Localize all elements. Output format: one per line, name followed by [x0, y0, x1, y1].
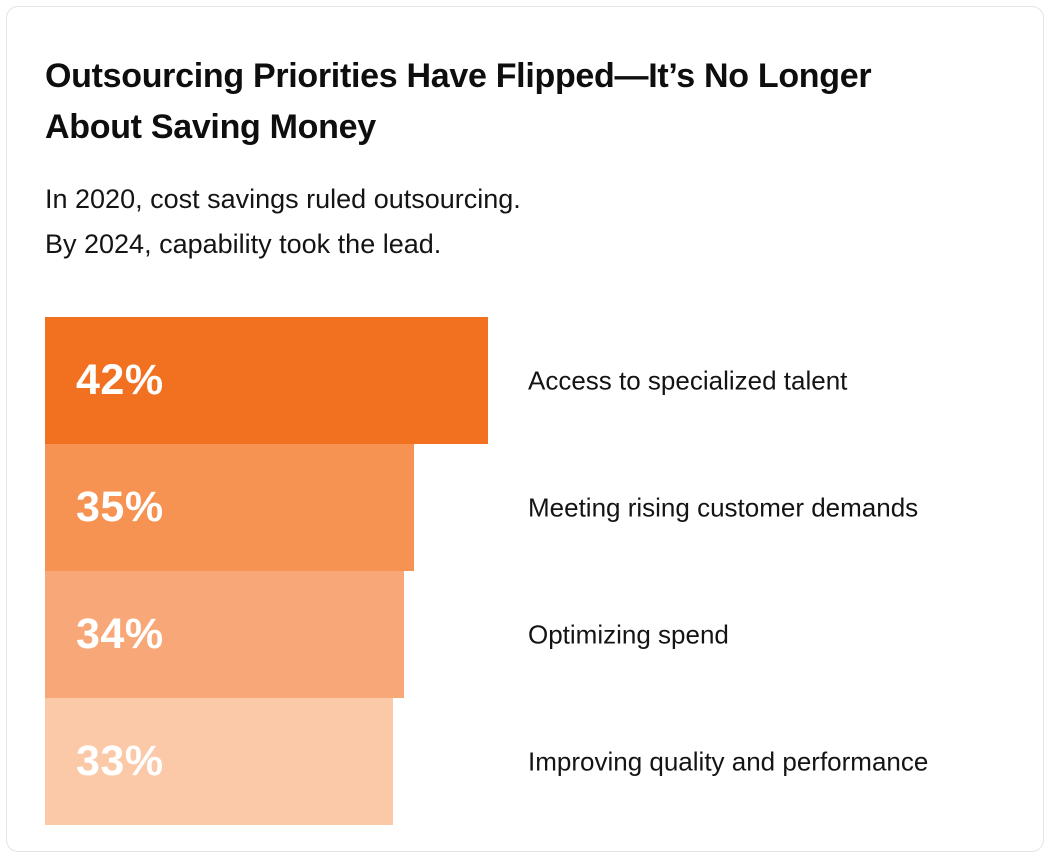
bar: 42%	[45, 317, 488, 444]
bar-row: 34% Optimizing spend	[45, 571, 1005, 698]
bar-chart: 42% Access to specialized talent 35% Mee…	[45, 317, 1005, 825]
page-title-line-2: About Saving Money	[45, 108, 376, 146]
subtitle-line-1: In 2020, cost savings ruled outsourcing.	[45, 184, 521, 214]
bar-category-label: Meeting rising customer demands	[528, 492, 919, 522]
bar-row: 42% Access to specialized talent	[45, 317, 1005, 444]
bar: 35%	[45, 444, 414, 571]
infographic-card: Outsourcing Priorities Have Flipped—It’s…	[6, 6, 1044, 852]
bar-value-label: 35%	[76, 483, 164, 531]
bar-value-label: 42%	[76, 356, 164, 404]
bar-row: 33% Improving quality and performance	[45, 698, 1005, 825]
bar-category-label: Optimizing spend	[528, 619, 729, 649]
bar-value-label: 34%	[76, 610, 164, 658]
bar-category-label: Improving quality and performance	[528, 746, 929, 776]
page-title: Outsourcing Priorities Have Flipped—It’s…	[45, 51, 1005, 153]
bar-value-label: 33%	[76, 737, 164, 785]
subtitle-line-2: By 2024, capability took the lead.	[45, 229, 442, 259]
bar-row: 35% Meeting rising customer demands	[45, 444, 1005, 571]
bar: 34%	[45, 571, 404, 698]
page-title-line-1: Outsourcing Priorities Have Flipped—It’s…	[45, 57, 872, 95]
bar-category-label: Access to specialized talent	[528, 365, 848, 395]
page-subtitle: In 2020, cost savings ruled outsourcing.…	[45, 177, 1005, 267]
bar: 33%	[45, 698, 393, 825]
